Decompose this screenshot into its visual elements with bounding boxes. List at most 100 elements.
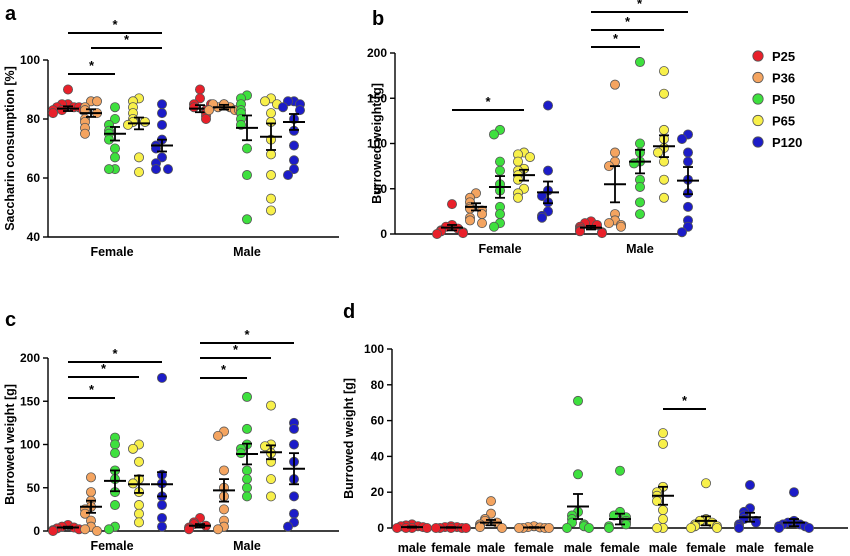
data-point [133, 517, 144, 528]
data-point [629, 158, 640, 169]
y-tick-label: 50 [374, 182, 388, 196]
data-point [658, 428, 669, 439]
cluster-female-p25 [48, 519, 85, 537]
data-point [110, 448, 121, 459]
data-point [597, 228, 608, 239]
data-point [464, 203, 475, 214]
data-point [494, 156, 505, 167]
data-point [635, 138, 646, 149]
data-point [288, 140, 299, 151]
significance-star: * [101, 361, 107, 376]
y-tick-label: 20 [371, 485, 385, 499]
cluster-male-p50 [235, 391, 258, 502]
data-point [156, 521, 167, 532]
y-tick-label: 200 [20, 351, 40, 365]
data-point [156, 99, 167, 110]
data-point [183, 524, 194, 535]
data-point [446, 199, 457, 210]
data-point [615, 465, 626, 476]
data-point [610, 79, 621, 90]
data-point [194, 93, 205, 104]
legend-label-p120: P120 [772, 135, 802, 150]
category-label-female: female [514, 541, 554, 555]
data-point [277, 102, 288, 113]
data-point [133, 508, 144, 519]
data-point [194, 84, 205, 95]
data-point [212, 430, 223, 441]
legend-marker-p50 [752, 93, 764, 105]
data-point [48, 108, 59, 119]
data-point [543, 100, 554, 111]
y-tick-label: 100 [364, 342, 384, 356]
category-label-male: male [564, 541, 593, 555]
y-tick-label: 150 [20, 394, 40, 408]
cluster-male-p120 [282, 417, 305, 532]
cluster-male-p25 [575, 216, 608, 239]
data-point [150, 164, 161, 175]
panel-letter-c: c [5, 309, 16, 331]
data-point [241, 423, 252, 434]
y-tick-label: 80 [27, 112, 41, 126]
group-label-male: Male [233, 539, 261, 553]
data-point [683, 201, 694, 212]
data-point [474, 522, 485, 533]
data-point [604, 218, 615, 229]
data-point [265, 491, 276, 502]
data-point [241, 474, 252, 485]
significance-star: * [124, 32, 130, 47]
data-point [156, 108, 167, 119]
data-point [156, 500, 167, 511]
y-tick-label: 100 [20, 438, 40, 452]
y-tick-label: 100 [20, 53, 40, 67]
significance-star: * [89, 58, 95, 73]
data-point [457, 228, 468, 239]
category-label-male: male [649, 541, 678, 555]
significance-star: * [221, 362, 227, 377]
data-point [514, 523, 525, 534]
y-axis-label: Burrowed weight [g] [370, 83, 384, 204]
data-point [282, 170, 293, 181]
data-point [265, 400, 276, 411]
data-point [543, 165, 554, 176]
data-point [212, 524, 223, 535]
data-point [48, 526, 59, 537]
significance-star: * [89, 382, 95, 397]
cluster-0-male [391, 519, 432, 534]
data-point [188, 102, 199, 113]
cluster-4-male [562, 395, 595, 534]
data-point [110, 500, 121, 511]
legend-marker-p120 [752, 136, 764, 148]
data-point [265, 474, 276, 485]
data-point [200, 114, 211, 125]
y-tick-label: 0 [33, 524, 40, 538]
cluster-female-p65 [127, 439, 150, 528]
cluster-female-p25 [431, 199, 468, 239]
cluster-male-p120 [277, 96, 305, 181]
data-point [265, 205, 276, 216]
data-point [658, 505, 669, 516]
data-point [544, 523, 555, 534]
y-tick-label: 60 [27, 171, 41, 185]
data-point [156, 119, 167, 130]
data-point [525, 152, 536, 163]
data-point [610, 147, 621, 158]
cluster-male-p65 [259, 93, 282, 216]
data-point [513, 174, 524, 185]
data-point [635, 57, 646, 68]
data-point [653, 147, 664, 158]
data-point [156, 513, 167, 524]
group-label-female: Female [478, 242, 521, 256]
data-point [476, 218, 487, 229]
y-axis-label: Burrowed weight [g] [342, 378, 356, 499]
panel-b: b 0 50 100 150 200 Burrowed weight [g] Female Ma… [367, 0, 699, 256]
significance-star: * [485, 94, 491, 109]
data-point [562, 523, 573, 534]
category-label-male: male [398, 541, 427, 555]
cluster-3-female [514, 521, 555, 534]
cluster-female-p65 [123, 93, 150, 178]
cluster-male-p65 [653, 66, 675, 203]
significance-star: * [233, 342, 239, 357]
cluster-9-female [774, 487, 815, 534]
data-point [488, 221, 499, 232]
